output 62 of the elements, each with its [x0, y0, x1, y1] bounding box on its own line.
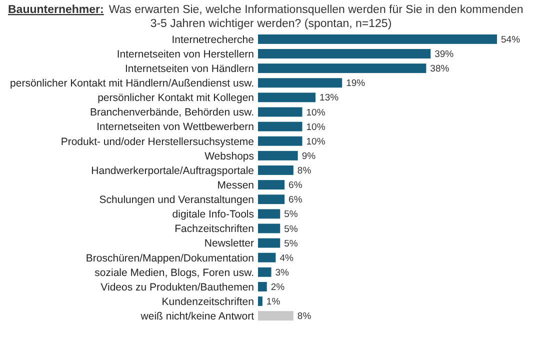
bar	[258, 78, 342, 88]
y-tick-label: Produkt- und/oder Herstellersuchsysteme	[60, 136, 254, 148]
y-tick-label: Kundenzeitschriften	[162, 296, 254, 308]
bar	[258, 209, 280, 219]
y-tick-label: Messen	[217, 179, 254, 192]
data-label: 19%	[346, 78, 366, 90]
text: Bauunternehmer:	[8, 4, 104, 16]
bar	[258, 136, 302, 146]
bar	[258, 224, 280, 234]
y-tick-label: Internetseiten von Wettbewerbern	[96, 121, 254, 134]
y-tick-label: Newsletter	[204, 238, 254, 250]
y-tick-label: persönlicher Kontakt mit Kollegen	[98, 92, 254, 104]
chart-subtitle: Was erwarten Sie, welche Informationsquellen werden für Sie in den kommenden 3-5 Jahren wichtiger werden? (spontan, n=125)	[108, 4, 524, 30]
y-tick-label: Schulungen und Veranstaltungen	[99, 194, 254, 206]
data-label: 10%	[306, 107, 326, 118]
data-label: 6%	[288, 180, 303, 192]
data-label: 54%	[501, 34, 521, 46]
y-tick-label: digitale Info-Tools	[172, 208, 254, 221]
y-tick-label: weiß nicht/keine Antwort	[140, 310, 254, 322]
y-tick-label: Broschüren/Mappen/Dokumentation	[86, 252, 254, 264]
y-tick-label: Internetseiten von Händlern	[125, 62, 254, 75]
bar	[258, 311, 294, 321]
bar	[258, 252, 276, 262]
bar	[258, 122, 302, 132]
y-tick-label: Webshops	[204, 150, 254, 162]
data-label: 6%	[288, 194, 303, 206]
data-label: 13%	[320, 92, 340, 104]
data-label: 8%	[297, 311, 312, 322]
data-label: 10%	[306, 122, 326, 133]
data-label: 5%	[284, 238, 298, 250]
bar	[258, 49, 431, 58]
bar	[258, 150, 298, 160]
y-tick-label: Internetrecherche	[172, 34, 254, 46]
data-label: 9%	[302, 150, 316, 162]
data-label: 4%	[280, 252, 294, 264]
data-label: 38%	[430, 64, 450, 75]
y-tick-label: soziale Medien, Blogs, Foren usw.	[94, 266, 254, 279]
bar	[258, 180, 285, 190]
data-label: 10%	[306, 136, 326, 148]
data-label: 39%	[434, 49, 454, 60]
data-label: 5%	[284, 224, 298, 235]
y-tick-label: Branchenverbände, Behörden usw.	[90, 106, 254, 119]
data-label: 1%	[266, 296, 281, 308]
data-label: 3%	[275, 267, 290, 278]
bar	[258, 194, 285, 204]
bar	[258, 282, 267, 292]
bar	[258, 296, 262, 306]
y-tick-label: Fachzeitschriften	[174, 223, 254, 236]
bar	[258, 267, 272, 277]
bar	[258, 238, 280, 248]
bar	[258, 64, 426, 74]
data-label: 8%	[297, 166, 312, 177]
y-tick-label: Videos zu Produkten/Bauthemen	[100, 281, 254, 294]
data-label: 2%	[270, 282, 286, 294]
y-tick-label: persönlicher Kontakt mit Händlern/Außendienst usw.	[10, 78, 254, 90]
bar	[258, 107, 302, 117]
bar	[258, 165, 294, 175]
bar	[258, 92, 316, 102]
data-label: 5%	[284, 209, 298, 220]
y-tick-label: Handwerkerportale/Auftragsportale	[91, 164, 254, 177]
y-tick-label: Internetseiten von Herstellern	[116, 48, 254, 60]
bar	[258, 34, 497, 44]
